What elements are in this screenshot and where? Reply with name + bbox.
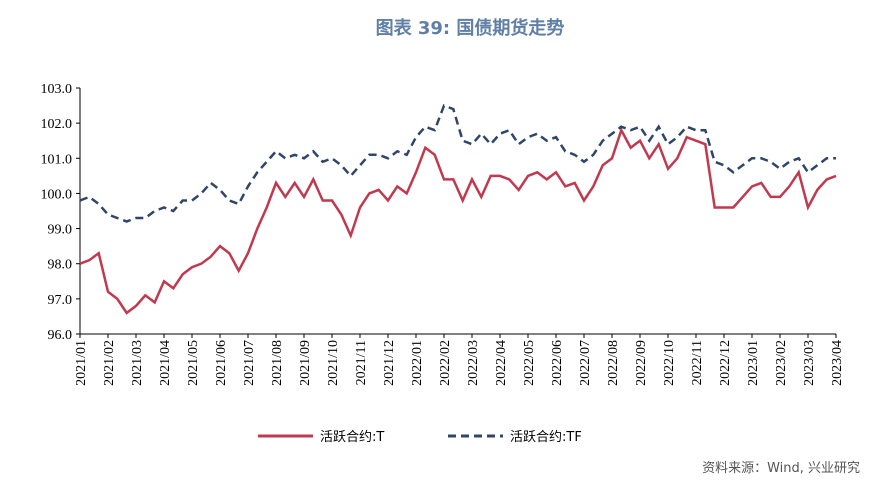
x-tick-label: 2021/12 [382, 340, 397, 386]
y-tick-label: 102.0 [41, 117, 73, 132]
x-tick-label: 2023/04 [830, 340, 845, 386]
x-tick-label: 2023/01 [746, 340, 761, 386]
y-tick-label: 97.0 [48, 293, 73, 308]
x-tick-label: 2021/07 [242, 340, 257, 386]
chart-title: 图表 39: 国债期货走势 [376, 17, 565, 39]
y-tick-label: 98.0 [48, 258, 73, 273]
x-tick-label: 2021/11 [354, 340, 369, 385]
x-tick-label: 2021/06 [214, 340, 229, 386]
x-tick-label: 2022/05 [522, 340, 537, 386]
series-line [79, 103, 836, 223]
x-tick-label: 2022/03 [466, 340, 481, 386]
x-tick-label: 2023/03 [802, 340, 817, 386]
x-tick-label: 2023/02 [774, 340, 789, 386]
x-tick-label: 2021/09 [298, 340, 313, 386]
x-tick-label: 2022/11 [690, 340, 705, 385]
x-tick-label: 2021/04 [158, 340, 173, 386]
x-tick-label: 2021/08 [270, 340, 285, 386]
y-tick-label: 99.0 [48, 223, 73, 238]
x-tick-label: 2021/02 [102, 340, 117, 386]
y-tick-label: 100.0 [41, 187, 73, 202]
x-tick-label: 2021/01 [74, 340, 89, 386]
source-note: 资料来源：Wind, 兴业研究 [702, 461, 860, 476]
x-tick-label: 2021/10 [326, 340, 341, 386]
series-line [79, 127, 837, 315]
x-tick-label: 2022/04 [494, 340, 509, 386]
x-tick-label: 2022/01 [410, 340, 425, 386]
x-tick-label: 2022/02 [438, 340, 453, 386]
y-tick-label: 101.0 [41, 152, 73, 167]
y-tick-label: 103.0 [41, 82, 73, 97]
x-tick-label: 2021/03 [130, 340, 145, 386]
x-tick-label: 2022/07 [578, 340, 593, 386]
y-tick-label: 96.0 [48, 328, 73, 343]
legend-label: 活跃合约:TF [510, 430, 582, 445]
legend-label: 活跃合约:T [320, 430, 384, 445]
x-tick-label: 2022/06 [550, 340, 565, 386]
x-tick-label: 2022/10 [662, 340, 677, 386]
x-tick-label: 2022/08 [606, 340, 621, 386]
x-tick-label: 2022/09 [634, 340, 649, 386]
x-tick-label: 2022/12 [718, 340, 733, 386]
x-tick-label: 2021/05 [186, 340, 201, 386]
